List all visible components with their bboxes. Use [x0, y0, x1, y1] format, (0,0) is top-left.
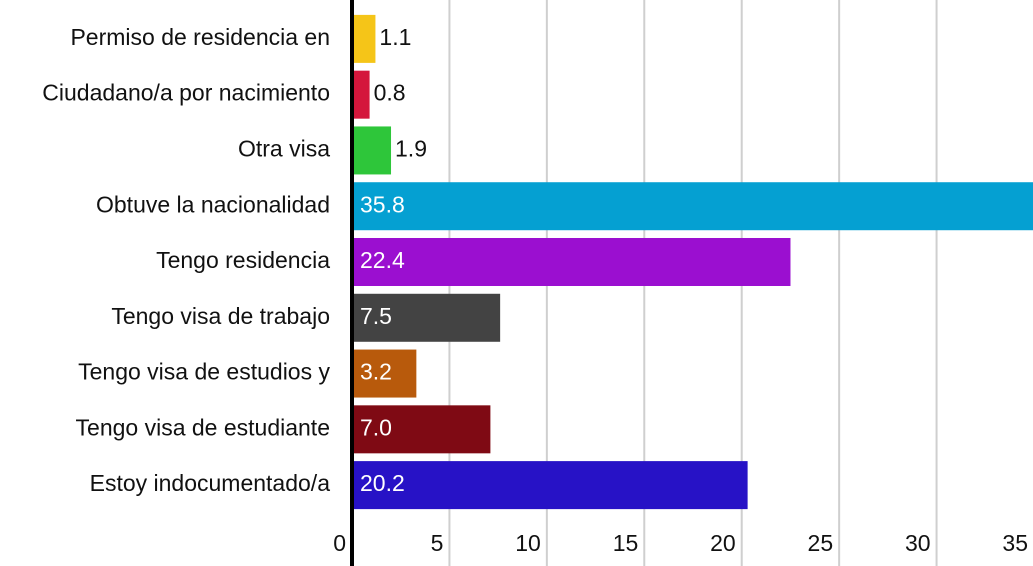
category-label: Tengo visa de estudios y [78, 359, 330, 385]
x-tick-label: 20 [710, 530, 736, 556]
value-label: 35.8 [360, 191, 405, 217]
category-label: Permiso de residencia en [70, 24, 330, 50]
value-label: 1.1 [379, 24, 411, 50]
value-label: 22.4 [360, 247, 405, 273]
x-tick-label: 0 [333, 530, 346, 556]
bar [354, 182, 1033, 231]
bar [354, 405, 491, 454]
x-tick-label: 35 [1002, 530, 1028, 556]
x-tick-label: 15 [613, 530, 639, 556]
bar [354, 349, 417, 398]
value-label: 0.8 [374, 80, 406, 106]
value-label: 3.2 [360, 359, 392, 385]
category-label: Otra visa [238, 136, 330, 162]
category-label: Ciudadano/a por nacimiento [42, 80, 330, 106]
bar [354, 461, 748, 510]
bar [354, 70, 370, 119]
x-tick-label: 5 [431, 530, 444, 556]
category-label: Tengo visa de estudiante [76, 414, 330, 440]
value-label: 1.9 [395, 136, 427, 162]
value-label: 7.0 [360, 414, 392, 440]
bar [354, 126, 392, 175]
x-tick-label: 25 [808, 530, 834, 556]
bar [354, 238, 791, 286]
x-tick-label: 30 [905, 530, 931, 556]
bar [354, 14, 376, 63]
category-label: Estoy indocumentado/a [90, 470, 331, 496]
category-label: Obtuve la nacionalidad [96, 191, 330, 217]
category-label: Tengo visa de trabajo [111, 303, 330, 329]
value-label: 20.2 [360, 470, 405, 496]
x-tick-label: 10 [515, 530, 541, 556]
bar [354, 293, 501, 342]
category-label: Tengo residencia [156, 247, 330, 273]
value-label: 7.5 [360, 303, 392, 329]
